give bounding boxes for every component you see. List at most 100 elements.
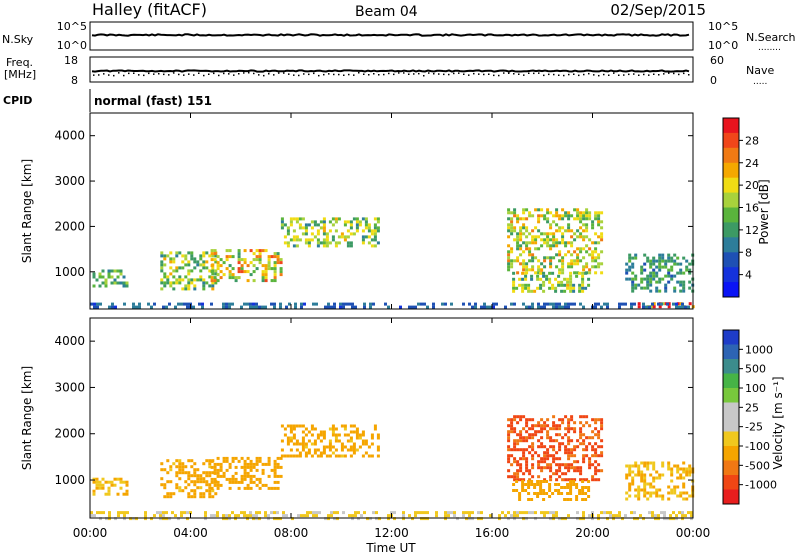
- range-cell: [310, 442, 314, 446]
- range-cell: [289, 439, 293, 443]
- range-cell: [249, 305, 252, 309]
- range-cell: [685, 268, 689, 272]
- range-cell: [600, 211, 604, 215]
- range-cell: [261, 279, 265, 283]
- range-cell: [258, 517, 261, 521]
- range-cell: [587, 283, 591, 287]
- range-cell: [355, 430, 359, 434]
- range-cell: [567, 305, 570, 309]
- range-cell: [178, 275, 182, 279]
- range-cell: [588, 253, 592, 257]
- range-cell: [210, 486, 214, 490]
- range-cell: [573, 478, 577, 482]
- range-cell: [558, 418, 562, 422]
- range-cell: [125, 483, 129, 487]
- range-cell: [582, 265, 586, 269]
- range-cell: [625, 476, 629, 480]
- range-cell: [322, 430, 326, 434]
- range-cell: [107, 486, 111, 490]
- range-cell: [187, 495, 191, 499]
- range-cell: [667, 280, 671, 284]
- range-cell: [480, 511, 483, 515]
- range-cell: [171, 511, 174, 515]
- range-cell: [643, 494, 647, 498]
- range-cell: [564, 211, 568, 215]
- range-cell: [367, 235, 371, 239]
- range-cell: [594, 305, 597, 309]
- range-cell: [190, 251, 194, 255]
- range-cell: [393, 517, 396, 521]
- range-cell: [222, 459, 226, 463]
- range-cell: [564, 445, 568, 449]
- range-cell: [261, 305, 264, 309]
- range-cell: [225, 477, 229, 481]
- range-cell: [187, 263, 191, 267]
- range-cell: [327, 514, 330, 518]
- range-cell: [196, 263, 200, 267]
- range-cell: [444, 517, 447, 521]
- nave-point: [603, 73, 605, 76]
- range-cell: [346, 220, 350, 224]
- range-cell: [376, 445, 380, 449]
- range-cell: [528, 511, 531, 515]
- range-cell: [322, 220, 326, 224]
- range-cell: [126, 511, 129, 515]
- range-cell: [528, 445, 532, 449]
- range-cell: [528, 241, 532, 245]
- range-cell: [327, 305, 330, 309]
- range-cell: [193, 468, 197, 472]
- range-cell: [548, 489, 552, 492]
- range-cell: [331, 451, 335, 455]
- range-cell: [153, 302, 156, 306]
- range-cell: [527, 486, 531, 489]
- range-cell: [658, 259, 662, 263]
- range-cell: [561, 232, 565, 236]
- range-cell: [234, 480, 238, 484]
- range-cell: [340, 442, 344, 446]
- xtick-label: 12:00: [374, 526, 409, 540]
- range-cell: [163, 257, 167, 261]
- range-cell: [643, 268, 647, 272]
- range-cell: [258, 486, 262, 490]
- range-cell: [267, 486, 271, 490]
- range-cell: [600, 424, 604, 428]
- range-cell: [555, 253, 559, 257]
- range-cell: [587, 480, 591, 483]
- range-cell: [316, 241, 320, 245]
- range-cell: [646, 286, 650, 290]
- range-cell: [160, 477, 164, 481]
- range-cell: [552, 302, 555, 306]
- range-cell: [187, 492, 191, 496]
- range-cell: [286, 424, 290, 428]
- range-cell: [564, 214, 568, 218]
- range-cell: [196, 480, 200, 484]
- range-cell: [402, 514, 405, 518]
- range-cell: [649, 485, 653, 489]
- range-cell: [515, 286, 519, 290]
- range-cell: [295, 454, 299, 458]
- range-cell: [180, 511, 183, 515]
- range-cell: [180, 514, 183, 518]
- nave-point: [313, 72, 315, 75]
- range-cell: [175, 251, 179, 255]
- colorbar-swatch: [723, 132, 739, 149]
- range-cell: [594, 454, 598, 458]
- range-cell: [567, 211, 571, 215]
- range-cell: [551, 283, 555, 287]
- nave-point: [658, 74, 660, 76]
- range-cell: [249, 514, 252, 518]
- range-cell: [534, 208, 538, 212]
- range-cell: [99, 511, 102, 515]
- range-cell: [531, 241, 535, 245]
- range-cell: [295, 238, 299, 242]
- range-cell: [468, 514, 471, 518]
- range-cell: [270, 255, 274, 259]
- range-cell: [579, 415, 583, 419]
- range-cell: [358, 445, 362, 449]
- range-cell: [655, 265, 659, 269]
- range-cell: [557, 489, 561, 492]
- range-cell: [507, 460, 511, 464]
- range-cell: [570, 466, 574, 470]
- colorbar-label: 100: [745, 382, 766, 395]
- range-cell: [584, 271, 588, 275]
